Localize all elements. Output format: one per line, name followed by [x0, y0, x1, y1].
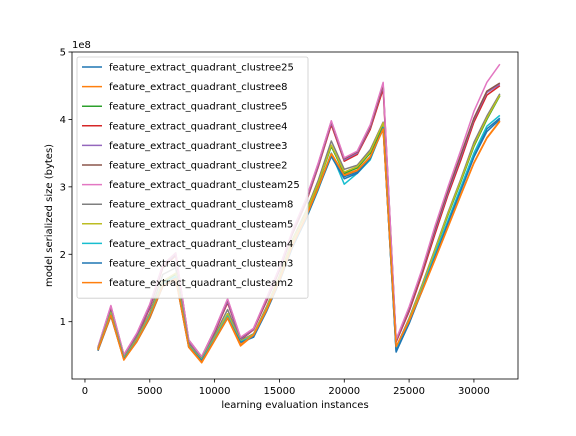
y-tick-label: 2 [60, 250, 66, 261]
legend-label: feature_extract_quadrant_clustree8 [109, 82, 288, 93]
y-tick-label: 1 [60, 317, 66, 328]
legend-label: feature_extract_quadrant_clusteam3 [109, 259, 293, 270]
legend: feature_extract_quadrant_clustree25featu… [76, 56, 309, 299]
x-tick-label: 5000 [137, 386, 162, 397]
y-tick-label: 3 [60, 182, 66, 193]
y-axis-label: model serialized size (bytes) [44, 144, 55, 287]
y-axis: 1 2 3 4 5 [60, 48, 72, 328]
y-offset-label: 1e8 [72, 40, 91, 51]
plot-frame [71, 51, 519, 380]
legend-label: feature_extract_quadrant_clustree5 [109, 102, 288, 113]
x-axis-label: learning evaluation instances [221, 400, 368, 411]
legend-label: feature_extract_quadrant_clusteam5 [109, 219, 293, 230]
x-tick-label: 0 [82, 386, 88, 397]
x-tick-label: 25000 [393, 386, 425, 397]
legend-label: feature_extract_quadrant_clustree4 [109, 121, 288, 132]
legend-label: feature_extract_quadrant_clusteam8 [109, 200, 293, 211]
legend-label: feature_extract_quadrant_clustree3 [109, 141, 288, 152]
x-axis: 0 5000 10000 15000 20000 25000 30000 [82, 379, 490, 397]
legend-label: feature_extract_quadrant_clusteam2 [109, 278, 293, 289]
legend-label: feature_extract_quadrant_clusteam25 [109, 180, 300, 191]
legend-label: feature_extract_quadrant_clusteam4 [109, 239, 293, 250]
x-tick-label: 30000 [458, 386, 490, 397]
legend-box [76, 56, 309, 299]
x-tick-label: 20000 [328, 386, 360, 397]
y-tick-label: 5 [60, 48, 66, 59]
x-tick-label: 15000 [264, 386, 296, 397]
legend-label: feature_extract_quadrant_clustree25 [109, 63, 294, 74]
y-tick-label: 4 [60, 115, 66, 126]
legend-label: feature_extract_quadrant_clustree2 [109, 161, 288, 172]
x-tick-label: 10000 [199, 386, 231, 397]
